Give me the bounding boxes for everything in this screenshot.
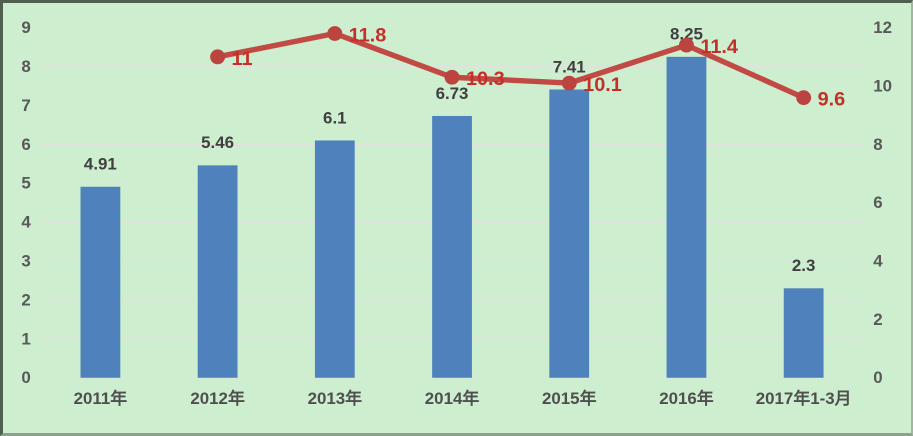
y-axis-left-tick: 9: [21, 18, 30, 37]
y-axis-right-tick: 10: [873, 77, 892, 96]
x-axis-category-label: 2016年: [659, 388, 714, 408]
x-axis-category-label: 2015年: [542, 388, 597, 408]
y-axis-left-tick: 3: [21, 252, 30, 271]
bar-value-label: 2.3: [792, 256, 816, 275]
y-axis-right-tick: 2: [873, 310, 882, 329]
bar: [783, 288, 824, 378]
bar: [197, 165, 238, 378]
y-axis-left-tick: 0: [21, 368, 30, 387]
bar-value-label: 8.25: [670, 25, 703, 44]
y-axis-left-tick: 8: [21, 57, 30, 76]
line-value-label: 11: [232, 48, 253, 70]
bar: [432, 115, 472, 378]
line-value-label: 9.6: [818, 89, 846, 111]
bar-value-label: 6.73: [436, 84, 469, 103]
line-value-label: 11.4: [700, 36, 738, 58]
bar: [80, 186, 121, 378]
y-axis-left-tick: 6: [21, 135, 30, 154]
x-axis-category-label: 2017年1-3月: [756, 388, 852, 408]
data-point-marker: [210, 49, 226, 65]
x-axis-category-label: 2014年: [425, 388, 480, 408]
x-axis-category-label: 2011年: [74, 388, 128, 408]
line-value-label: 11.8: [349, 25, 387, 47]
y-axis-left-tick: 7: [21, 96, 30, 115]
x-axis-category-label: 2012年: [190, 388, 245, 408]
bar-value-label: 7.41: [553, 57, 586, 76]
y-axis-right-tick: 6: [873, 193, 882, 212]
data-point-marker: [561, 75, 577, 91]
y-axis-left-tick: 5: [21, 174, 30, 193]
data-point-marker: [796, 90, 812, 106]
data-point-marker: [678, 37, 694, 53]
chart-canvas: 01234567890246810124.915.466.16.737.418.…: [21, 18, 892, 408]
y-axis-right-tick: 8: [873, 135, 882, 154]
line-value-label: 10.1: [583, 74, 622, 96]
data-point-marker: [327, 26, 343, 41]
data-point-marker: [444, 69, 460, 85]
bar: [549, 89, 590, 378]
y-axis-right-tick: 12: [873, 18, 892, 37]
trend-line: [214, 30, 807, 101]
line-value-label: 10.3: [466, 68, 505, 90]
bar: [666, 56, 707, 378]
x-axis-category-label: 2013年: [308, 388, 363, 408]
bar-value-label: 5.46: [201, 133, 234, 152]
y-axis-left-tick: 4: [21, 213, 31, 232]
y-axis-right-tick: 4: [873, 252, 883, 271]
y-axis-left-tick: 1: [21, 329, 30, 348]
bar: [314, 140, 355, 378]
bar-value-label: 4.91: [84, 155, 117, 174]
y-axis-left-tick: 2: [21, 291, 30, 310]
bar-value-label: 6.1: [323, 108, 347, 127]
y-axis-right-tick: 0: [873, 368, 882, 387]
